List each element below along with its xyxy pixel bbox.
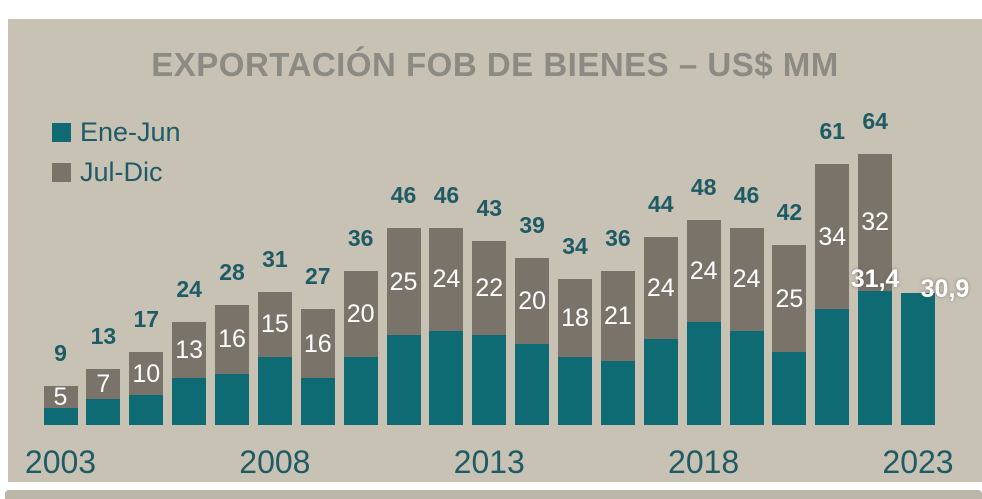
jul-dic-value-label: 16 <box>303 329 332 358</box>
jul-dic-value-label: 13 <box>175 336 204 365</box>
total-label: 34 <box>562 233 588 260</box>
legend-item-ene-jun: Ene-Jun <box>52 112 181 152</box>
x-axis-label: 2008 <box>239 444 311 480</box>
total-label: 36 <box>347 224 374 251</box>
bar-segment-ene-jun <box>172 377 207 425</box>
bar-segment-jul-dic <box>858 153 893 291</box>
total-label: 13 <box>90 323 117 350</box>
jul-dic-value-label: 24 <box>732 265 761 294</box>
total-label: 48 <box>690 173 717 200</box>
bottom-strip <box>5 490 982 499</box>
bar-segment-jul-dic <box>515 258 550 344</box>
bar-segment-ene-jun <box>558 356 592 425</box>
bar-segment-ene-jun <box>257 356 292 425</box>
bar-segment-ene-jun <box>343 356 378 425</box>
jul-dic-value-label: 18 <box>561 304 589 332</box>
bar-segment-ene-jun <box>515 343 550 425</box>
x-axis-label: 2018 <box>668 444 740 480</box>
bar-segment-jul-dic <box>172 322 207 378</box>
x-axis-label: 2003 <box>24 444 97 480</box>
jul-dic-value-label: 16 <box>218 325 246 354</box>
bar-segment-jul-dic <box>43 386 78 408</box>
bar-segment-ene-jun <box>815 309 850 425</box>
bar-segment-jul-dic <box>300 309 335 378</box>
total-label: 39 <box>519 212 545 239</box>
total-label: 24 <box>176 276 202 303</box>
jul-dic-value-label: 15 <box>260 310 289 339</box>
plot-area: 9 5 13 7 17 10 24 13 28 16 31 15 27 16 36 20 46 25 46 24 43 2… <box>8 19 982 482</box>
bar-segment-ene-jun <box>429 330 464 425</box>
bar-segment-ene-jun <box>472 335 507 425</box>
legend-swatch-ene-jun-icon <box>52 122 71 142</box>
jul-dic-value-label: 34 <box>818 222 847 251</box>
jul-dic-value-label: 25 <box>775 284 804 313</box>
jul-dic-value-label: 7 <box>96 370 111 399</box>
bar-segment-jul-dic <box>257 292 292 357</box>
bar-segment-jul-dic <box>215 305 249 374</box>
bar-segment-jul-dic <box>558 279 592 357</box>
bar-segment-ene-jun <box>901 292 935 425</box>
total-label: 44 <box>647 190 674 217</box>
chart-title: EXPORTACIÓN FOB DE BIENES – US$ MM <box>151 46 839 83</box>
bar-segment-jul-dic <box>772 245 807 353</box>
jul-dic-value-label: 24 <box>646 274 675 303</box>
bar-segment-ene-jun <box>43 407 78 425</box>
legend-item-jul-dic: Jul-Dic <box>52 152 181 192</box>
x-axis-label: 2013 <box>453 444 525 480</box>
bar-segment-ene-jun <box>129 395 164 425</box>
bar-segment-jul-dic <box>815 163 850 310</box>
bar-segment-jul-dic <box>643 236 678 340</box>
jul-dic-value-label: 32 <box>861 208 890 237</box>
legend-label-jul-dic: Jul-Dic <box>80 156 163 187</box>
total-label: 28 <box>219 259 245 286</box>
bar-segment-ene-jun <box>600 360 635 425</box>
total-label: 46 <box>733 182 760 209</box>
total-label: 61 <box>819 117 846 144</box>
jul-dic-value-label: 25 <box>389 267 418 296</box>
jul-dic-value-label: 22 <box>475 274 504 303</box>
x-axis-label: 2023 <box>882 444 954 480</box>
bar-segment-ene-jun <box>858 290 893 425</box>
total-label: 43 <box>476 194 503 221</box>
bar-segment-jul-dic <box>429 228 464 331</box>
ene-jun-value-label: 30,9 <box>920 274 970 303</box>
jul-dic-value-label: 5 <box>53 383 68 412</box>
total-label: 36 <box>605 224 631 251</box>
bar-segment-jul-dic <box>729 228 764 331</box>
jul-dic-value-label: 10 <box>132 359 161 388</box>
bar-segment-ene-jun <box>300 377 335 425</box>
total-label: 46 <box>433 182 460 209</box>
bar-segment-ene-jun <box>386 335 421 425</box>
chart-panel: EXPORTACIÓN FOB DE BIENES – US$ MM Ene-J… <box>8 19 982 482</box>
bar-segment-jul-dic <box>472 240 507 336</box>
total-label: 46 <box>390 182 417 209</box>
bar-segment-jul-dic <box>86 369 121 400</box>
bar-segment-jul-dic <box>386 228 421 336</box>
total-label: 42 <box>776 199 803 226</box>
bar-segment-ene-jun <box>729 330 764 425</box>
legend: Ene-Jun Jul-Dic <box>52 112 181 192</box>
bar-segment-ene-jun <box>772 352 807 425</box>
legend-swatch-jul-dic-icon <box>52 162 71 182</box>
total-label: 31 <box>262 246 288 273</box>
bar-segment-jul-dic <box>343 270 378 357</box>
legend-label-ene-jun: Ene-Jun <box>80 116 181 147</box>
bar-segment-jul-dic <box>686 219 721 323</box>
total-label: 64 <box>862 107 888 134</box>
bar-segment-jul-dic <box>600 270 635 361</box>
bar-segment-jul-dic <box>129 352 164 396</box>
total-label: 17 <box>133 306 160 333</box>
bar-segment-ene-jun <box>215 373 249 425</box>
jul-dic-value-label: 20 <box>346 299 375 328</box>
ene-jun-value-label: 31,4 <box>850 264 900 293</box>
jul-dic-value-label: 20 <box>518 286 547 315</box>
total-label: 9 <box>54 340 67 367</box>
bar-segment-ene-jun <box>643 339 678 425</box>
jul-dic-value-label: 24 <box>432 265 461 294</box>
bar-segment-ene-jun <box>686 322 721 425</box>
total-label: 27 <box>304 263 331 290</box>
jul-dic-value-label: 21 <box>603 301 632 330</box>
bar-segment-ene-jun <box>86 399 121 425</box>
jul-dic-value-label: 24 <box>689 256 718 285</box>
